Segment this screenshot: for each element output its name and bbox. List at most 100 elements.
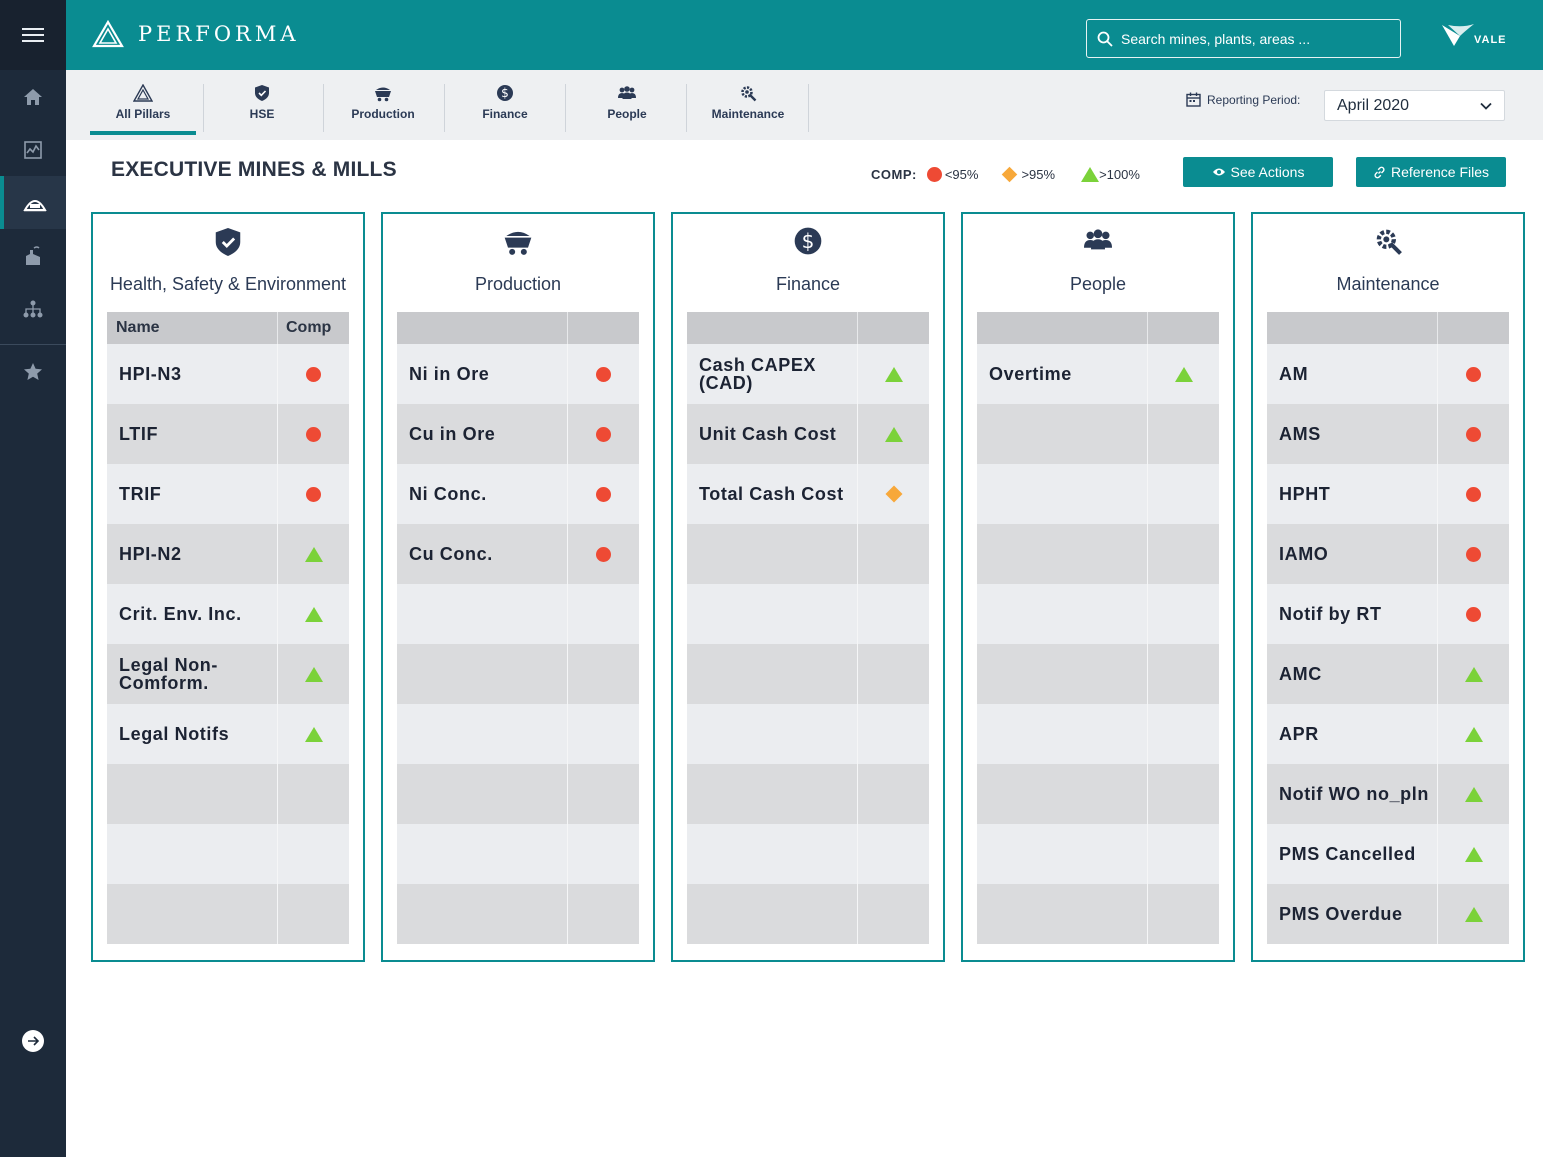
empty-row bbox=[977, 464, 1219, 524]
kpi-name: PMS Cancelled bbox=[1267, 824, 1438, 884]
kpi-row[interactable]: AMC bbox=[1267, 644, 1509, 704]
tab-people[interactable]: People bbox=[576, 84, 678, 132]
kpi-comp bbox=[278, 404, 349, 464]
kpi-row[interactable]: HPI-N2 bbox=[107, 524, 349, 584]
column-header-name[interactable] bbox=[1267, 312, 1438, 344]
column-header-name[interactable] bbox=[397, 312, 568, 344]
tab-maintenance[interactable]: Maintenance bbox=[696, 84, 800, 132]
kpi-name: HPHT bbox=[1267, 464, 1438, 524]
expand-sidebar-button[interactable] bbox=[22, 1030, 44, 1052]
kpi-row[interactable]: Notif by RT bbox=[1267, 584, 1509, 644]
pillar-card-production: Production Ni in Ore Cu in Ore Ni Conc. Cu C… bbox=[381, 212, 655, 962]
kpi-row[interactable]: Ni Conc. bbox=[397, 464, 639, 524]
reporting-period-select[interactable]: April 2020 bbox=[1324, 90, 1505, 121]
empty-row bbox=[977, 824, 1219, 884]
kpi-name bbox=[687, 524, 858, 584]
sidebar-item-home[interactable] bbox=[0, 70, 66, 123]
kpi-name bbox=[397, 824, 568, 884]
empty-row bbox=[687, 524, 929, 584]
sidebar-item-plants[interactable] bbox=[0, 229, 66, 282]
kpi-row[interactable]: Unit Cash Cost bbox=[687, 404, 929, 464]
pillar-title: Production bbox=[474, 274, 562, 294]
kpi-comp bbox=[1148, 764, 1219, 824]
kpi-row[interactable]: PMS Cancelled bbox=[1267, 824, 1509, 884]
kpi-comp bbox=[1148, 464, 1219, 524]
app-brand[interactable]: PERFORMA bbox=[92, 20, 300, 48]
kpi-comp bbox=[1438, 464, 1509, 524]
green-triangle-icon bbox=[1464, 846, 1483, 862]
kpi-row[interactable]: HPHT bbox=[1267, 464, 1509, 524]
vale-logo: VALE bbox=[1440, 22, 1507, 48]
sidebar-item-favorites[interactable] bbox=[0, 345, 66, 397]
kpi-row[interactable]: Cash CAPEX (CAD) bbox=[687, 344, 929, 404]
column-header-comp[interactable] bbox=[1148, 312, 1219, 344]
column-header-comp[interactable] bbox=[568, 312, 639, 344]
empty-row bbox=[977, 704, 1219, 764]
kpi-name bbox=[977, 764, 1148, 824]
pillar-card-maintenance: Maintenance AM AMS HPHT IAMO Notif by RT AMC AP… bbox=[1251, 212, 1525, 962]
kpi-row[interactable]: Cu in Ore bbox=[397, 404, 639, 464]
search-box[interactable] bbox=[1086, 19, 1401, 58]
reference-files-button[interactable]: Reference Files bbox=[1356, 157, 1506, 187]
kpi-comp bbox=[1148, 824, 1219, 884]
sidebar-item-hierarchy[interactable] bbox=[0, 282, 66, 335]
kpi-row[interactable]: IAMO bbox=[1267, 524, 1509, 584]
kpi-name bbox=[397, 584, 568, 644]
kpi-name bbox=[977, 404, 1148, 464]
link-icon bbox=[1374, 166, 1385, 178]
red-dot-icon bbox=[306, 366, 321, 382]
sidebar-item-analytics[interactable] bbox=[0, 123, 66, 176]
kpi-row[interactable]: LTIF bbox=[107, 404, 349, 464]
green-triangle-icon bbox=[1464, 906, 1483, 922]
tab-finance[interactable]: $ Finance bbox=[454, 84, 556, 132]
chevron-down-icon bbox=[1480, 102, 1492, 110]
red-dot-icon bbox=[306, 486, 321, 502]
kpi-comp bbox=[278, 824, 349, 884]
kpi-row[interactable]: PMS Overdue bbox=[1267, 884, 1509, 944]
kpi-row[interactable]: AM bbox=[1267, 344, 1509, 404]
kpi-comp bbox=[568, 884, 639, 944]
kpi-name: AMC bbox=[1267, 644, 1438, 704]
column-header-name[interactable]: Name bbox=[107, 312, 278, 344]
tab-label: Production bbox=[351, 107, 415, 121]
kpi-name: Unit Cash Cost bbox=[687, 404, 858, 464]
kpi-row[interactable]: Ni in Ore bbox=[397, 344, 639, 404]
column-header-comp[interactable] bbox=[1438, 312, 1509, 344]
reporting-period-label: Reporting Period: bbox=[1207, 92, 1301, 107]
orange-diamond-icon bbox=[1002, 166, 1018, 183]
kpi-row[interactable]: Legal Non-Comform. bbox=[107, 644, 349, 704]
kpi-row[interactable]: APR bbox=[1267, 704, 1509, 764]
kpi-comp bbox=[858, 764, 929, 824]
column-header-comp[interactable] bbox=[858, 312, 929, 344]
hamburger-menu-button[interactable] bbox=[0, 0, 66, 70]
empty-row bbox=[687, 824, 929, 884]
kpi-row[interactable]: HPI-N3 bbox=[107, 344, 349, 404]
kpi-row[interactable]: TRIF bbox=[107, 464, 349, 524]
kpi-name bbox=[687, 824, 858, 884]
column-header-comp[interactable]: Comp bbox=[286, 319, 332, 336]
kpi-row[interactable]: Cu Conc. bbox=[397, 524, 639, 584]
empty-row bbox=[687, 704, 929, 764]
svg-text:$: $ bbox=[501, 86, 509, 100]
home-icon bbox=[24, 88, 42, 105]
kpi-name: HPI-N3 bbox=[107, 344, 278, 404]
tab-all-pillars[interactable]: All Pillars bbox=[90, 84, 196, 135]
dollar-icon: $ bbox=[673, 226, 943, 256]
legend-item-below-95: <95% bbox=[926, 167, 978, 182]
column-header-name[interactable] bbox=[977, 312, 1148, 344]
sidebar-item-mines[interactable] bbox=[0, 176, 66, 229]
tab-production[interactable]: Production bbox=[332, 84, 434, 132]
mine-cart-icon bbox=[375, 87, 391, 102]
kpi-row[interactable]: Overtime bbox=[977, 344, 1219, 404]
see-actions-button[interactable]: See Actions bbox=[1183, 157, 1333, 187]
kpi-row[interactable]: Crit. Env. Inc. bbox=[107, 584, 349, 644]
kpi-row[interactable]: Total Cash Cost bbox=[687, 464, 929, 524]
tab-hse[interactable]: HSE bbox=[212, 84, 312, 132]
column-header-name[interactable] bbox=[687, 312, 858, 344]
kpi-row[interactable]: Notif WO no_pln bbox=[1267, 764, 1509, 824]
search-input[interactable] bbox=[1121, 30, 1391, 47]
kpi-row[interactable]: Legal Notifs bbox=[107, 704, 349, 764]
kpi-name: Cu Conc. bbox=[397, 524, 568, 584]
kpi-row[interactable]: AMS bbox=[1267, 404, 1509, 464]
arrow-right-circle-icon bbox=[28, 1036, 40, 1046]
